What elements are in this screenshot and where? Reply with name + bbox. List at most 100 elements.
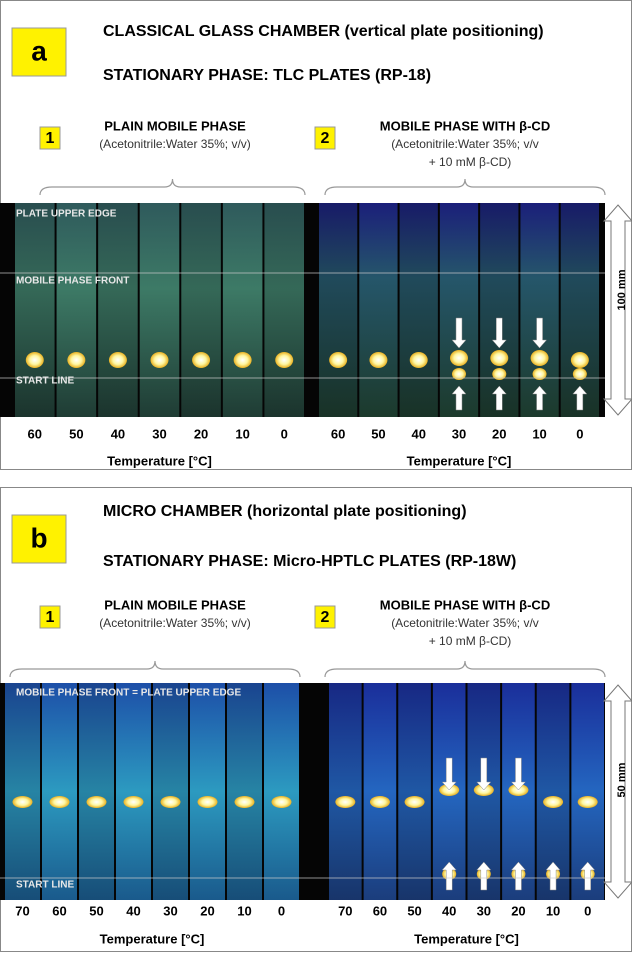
temperature-label: 60: [373, 903, 387, 918]
temperature-label: 20: [194, 426, 208, 441]
group-detail: (Acetonitrile:Water 35%; v/v: [391, 616, 539, 630]
tlc-plate: [181, 203, 221, 417]
panel-subtitle: STATIONARY PHASE: TLC PLATES (RP-18): [103, 67, 431, 84]
spot: [124, 796, 144, 808]
tlc-plate: [116, 683, 151, 900]
tlc-plate: [319, 203, 357, 417]
temperature-label: 10: [235, 426, 249, 441]
temperature-label: 50: [69, 426, 83, 441]
spot: [571, 352, 589, 368]
panel-label: b: [30, 522, 47, 553]
temperature-label: 60: [28, 426, 42, 441]
tlc-plate: [5, 683, 40, 900]
spot: [490, 350, 508, 366]
temperature-label: 0: [278, 903, 285, 918]
tlc-plate: [520, 203, 558, 417]
spot: [192, 352, 210, 368]
temperature-label: 0: [576, 426, 583, 441]
spot: [450, 350, 468, 366]
temperature-label: 40: [111, 426, 125, 441]
group-number: 1: [46, 609, 55, 626]
axis-label: Temperature [°C]: [407, 453, 512, 468]
brace: [10, 661, 300, 677]
brace: [40, 179, 305, 195]
panel-label: a: [31, 35, 47, 66]
temperature-label: 40: [126, 903, 140, 918]
group-number: 2: [321, 130, 330, 147]
temperature-label: 50: [407, 903, 421, 918]
group-detail: (Acetonitrile:Water 35%; v/v: [391, 137, 539, 151]
spot: [369, 352, 387, 368]
spot: [405, 796, 425, 808]
scale-label: 100 mm: [616, 269, 628, 310]
plate-label: MOBILE PHASE FRONT = PLATE UPPER EDGE: [16, 688, 241, 699]
tlc-plate: [264, 203, 304, 417]
spot: [13, 796, 33, 808]
temperature-label: 30: [163, 903, 177, 918]
temperature-label: 40: [442, 903, 456, 918]
tlc-plate: [223, 203, 263, 417]
tlc-plate: [140, 203, 180, 417]
tlc-plate: [359, 203, 397, 417]
temperature-label: 70: [338, 903, 352, 918]
spot: [67, 352, 85, 368]
spot: [151, 352, 169, 368]
group-number: 1: [46, 130, 55, 147]
spot: [87, 796, 107, 808]
group-number: 2: [321, 609, 330, 626]
temperature-label: 60: [52, 903, 66, 918]
temperature-label: 60: [331, 426, 345, 441]
spot: [234, 352, 252, 368]
brace: [325, 179, 605, 195]
spot: [161, 796, 181, 808]
plate-label: START LINE: [16, 880, 74, 891]
spot: [335, 796, 355, 808]
spot: [329, 352, 347, 368]
panel-title: MICRO CHAMBER (horizontal plate position…: [103, 503, 467, 520]
group-heading: PLAIN MOBILE PHASE: [104, 597, 246, 612]
temperature-label: 20: [200, 903, 214, 918]
group-detail: + 10 mM β-CD): [429, 634, 512, 648]
temperature-label: 30: [152, 426, 166, 441]
temperature-label: 10: [237, 903, 251, 918]
plate-label: PLATE UPPER EDGE: [16, 209, 117, 220]
group-detail: (Acetonitrile:Water 35%; v/v): [99, 616, 251, 630]
brace: [325, 661, 605, 677]
tlc-plate: [98, 203, 138, 417]
temperature-label: 30: [477, 903, 491, 918]
spot: [235, 796, 255, 808]
tlc-plate: [264, 683, 299, 900]
spot: [275, 352, 293, 368]
tlc-plate: [329, 683, 362, 900]
tlc-plate: [400, 203, 438, 417]
spot: [50, 796, 70, 808]
spot: [370, 796, 390, 808]
tlc-plate: [153, 683, 188, 900]
panel-title: CLASSICAL GLASS CHAMBER (vertical plate …: [103, 23, 544, 40]
figure: a CLASSICAL GLASS CHAMBER (vertical plate…: [0, 0, 632, 952]
spot: [578, 796, 598, 808]
spot: [272, 796, 292, 808]
axis-label: Temperature [°C]: [107, 453, 212, 468]
tlc-plate: [480, 203, 518, 417]
temperature-label: 10: [532, 426, 546, 441]
group-heading: MOBILE PHASE WITH β-CD: [380, 118, 550, 133]
temperature-label: 40: [411, 426, 425, 441]
spot: [109, 352, 127, 368]
tlc-plate: [79, 683, 114, 900]
spot: [543, 796, 563, 808]
tlc-plate: [440, 203, 478, 417]
tlc-plate: [190, 683, 225, 900]
temperature-label: 50: [371, 426, 385, 441]
plate-label: START LINE: [16, 376, 74, 387]
temperature-label: 20: [511, 903, 525, 918]
tlc-plate: [561, 203, 599, 417]
temperature-label: 20: [492, 426, 506, 441]
spot: [410, 352, 428, 368]
panel-subtitle: STATIONARY PHASE: Micro-HPTLC PLATES (RP…: [103, 553, 516, 570]
axis-label: Temperature [°C]: [100, 931, 205, 946]
temperature-label: 50: [89, 903, 103, 918]
temperature-label: 70: [15, 903, 29, 918]
scale-label: 50 mm: [616, 762, 628, 797]
group-detail: + 10 mM β-CD): [429, 155, 512, 169]
